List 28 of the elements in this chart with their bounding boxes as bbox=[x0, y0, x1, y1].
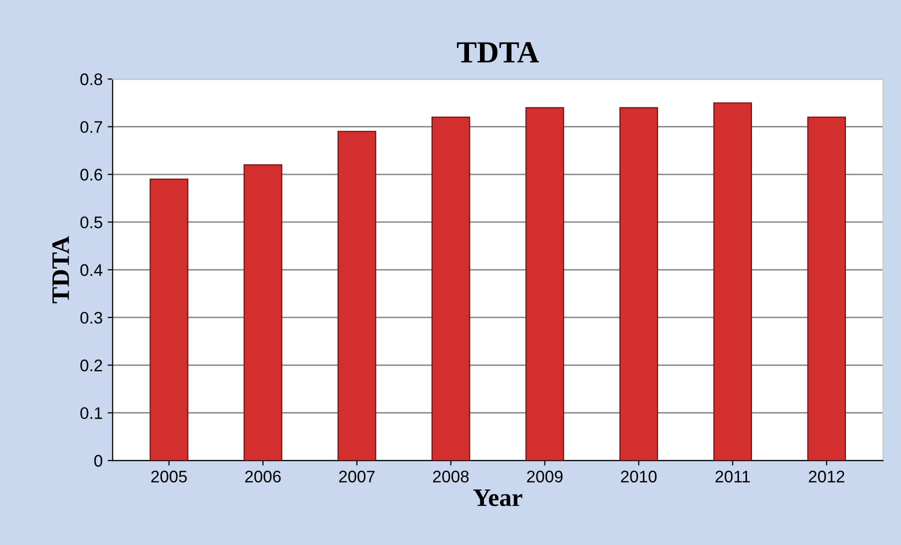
bar bbox=[431, 116, 470, 461]
x-tick-label: 2006 bbox=[245, 470, 281, 482]
y-tick-label: 0.1 bbox=[80, 407, 102, 420]
bar bbox=[807, 116, 846, 461]
x-tick-label: 2012 bbox=[808, 470, 844, 482]
x-tick-label: 2005 bbox=[151, 470, 187, 482]
bar bbox=[338, 130, 376, 461]
x-axis-title: Year bbox=[473, 490, 522, 506]
y-tick-label: 0.6 bbox=[80, 168, 102, 181]
bar bbox=[525, 107, 564, 461]
y-tick-label: 0.4 bbox=[80, 264, 102, 276]
x-tick-label: 2009 bbox=[527, 470, 563, 482]
y-tick-label: 0.7 bbox=[80, 121, 102, 133]
chart-title: TDTA bbox=[456, 42, 539, 62]
bar bbox=[713, 102, 752, 461]
y-tick-label: 0.3 bbox=[80, 312, 102, 324]
x-tick-label: 2007 bbox=[339, 470, 375, 482]
y-axis-title: TDTA bbox=[52, 236, 69, 304]
bar bbox=[244, 164, 282, 461]
y-tick-label: 0.5 bbox=[80, 216, 102, 228]
x-tick-label: 2010 bbox=[621, 470, 657, 482]
x-tick-label: 2008 bbox=[433, 470, 469, 482]
bar bbox=[150, 178, 188, 461]
bar bbox=[619, 107, 658, 461]
y-tick-label: 0.2 bbox=[80, 360, 102, 372]
x-tick-label: 2011 bbox=[716, 470, 750, 482]
y-tick-label: 0 bbox=[94, 454, 102, 467]
y-tick-label: 0.8 bbox=[80, 73, 102, 86]
